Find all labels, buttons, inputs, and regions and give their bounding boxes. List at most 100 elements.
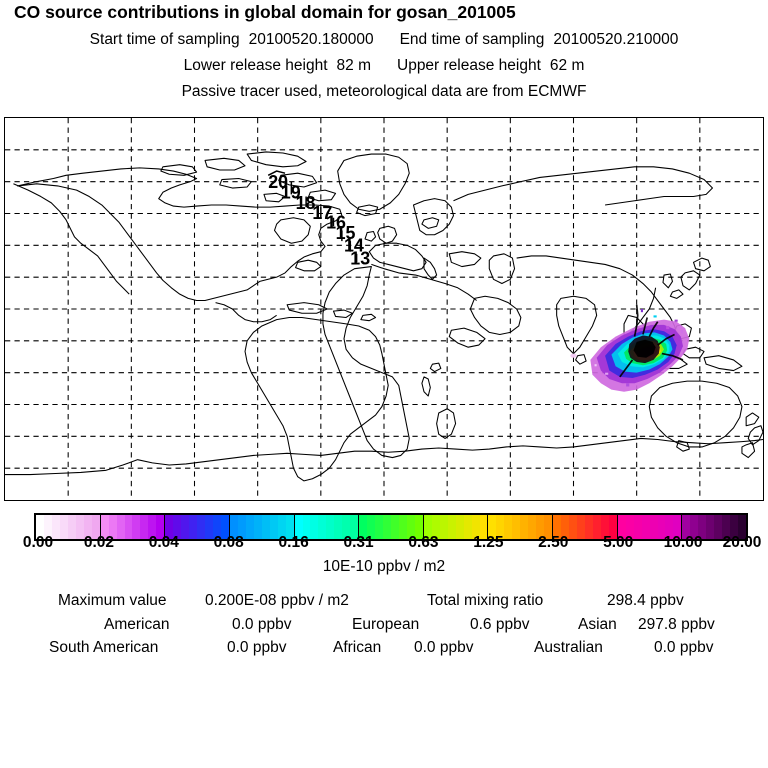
colorbar-band xyxy=(439,515,448,539)
coast-korea xyxy=(662,273,673,289)
coast-great-lakes xyxy=(295,259,322,272)
colorbar-band xyxy=(447,515,456,539)
colorbar-band xyxy=(641,515,650,539)
colorbar-band xyxy=(528,515,537,539)
colorbar-band xyxy=(584,515,593,539)
colorbar-band xyxy=(706,515,715,539)
end-time-label: End time of sampling xyxy=(399,31,545,48)
colorbar-tick-11: 20.00 xyxy=(722,534,762,551)
colorbar-band xyxy=(383,515,392,539)
colorbar-band xyxy=(156,515,165,539)
colorbar-band xyxy=(471,515,480,539)
region-value-australian: 0.0 ppbv xyxy=(654,639,714,656)
colorbar-band xyxy=(302,515,311,539)
stat-row: Maximum value 0.200E-08 ppbv / m2 Total … xyxy=(0,592,768,614)
colorbar-band xyxy=(91,515,100,539)
coast-alaska-westcoast xyxy=(13,183,130,295)
coast-honshu xyxy=(680,270,701,291)
colorbar-band xyxy=(205,515,213,539)
colorbar-band xyxy=(496,515,505,539)
region-label-asian: Asian xyxy=(578,616,617,633)
colorbar-band xyxy=(116,515,125,539)
colorbar-band xyxy=(665,515,674,539)
trajectory-label-14: 14 xyxy=(344,236,364,256)
release-height-line: Lower release height 82 m Upper release he… xyxy=(0,57,768,75)
coast-new-zealand-north xyxy=(747,425,763,446)
colorbar-band xyxy=(455,515,464,539)
total-mixing-ratio-value: 298.4 ppbv xyxy=(607,592,684,609)
colorbar-tick-1: 0.02 xyxy=(83,534,114,551)
colorbar-band xyxy=(367,515,376,539)
colorbar-band xyxy=(561,515,570,539)
colorbar-band xyxy=(277,515,286,539)
colorbar-segment xyxy=(488,515,554,539)
colorbar-segment xyxy=(423,515,489,539)
colorbar-band xyxy=(75,515,84,539)
colorbar-tick-6: 0.63 xyxy=(408,534,439,551)
colorbar-band xyxy=(197,515,206,539)
colorbar-segment xyxy=(682,515,747,539)
region-value-african: 0.0 ppbv xyxy=(414,639,474,656)
coast-arctic-islands-7 xyxy=(263,192,286,203)
colorbar-tick-3: 0.08 xyxy=(213,534,244,551)
colorbar-band xyxy=(124,515,133,539)
colorbar-band xyxy=(318,515,327,539)
coast-greenland xyxy=(337,153,410,212)
coast-arctic-islands-6 xyxy=(307,189,337,202)
coast-south-america xyxy=(244,316,389,482)
coast-hispaniola xyxy=(332,309,353,319)
colorbar-band xyxy=(657,515,666,539)
colorbar-tick-labels: 0.00 0.02 0.04 0.08 0.16 0.31 0.63 1.25 2.50 5.00… xyxy=(0,534,768,556)
colorbar-band xyxy=(334,515,343,539)
colorbar-band xyxy=(544,515,553,539)
colorbar-band xyxy=(592,515,601,539)
colorbar-band xyxy=(83,515,92,539)
coast-lake-tanganyika xyxy=(421,376,431,397)
colorbar-band xyxy=(414,515,423,539)
colorbar-band xyxy=(569,515,577,539)
region-label-south-american: South American xyxy=(49,639,159,656)
colorbar-band xyxy=(673,515,682,539)
colorbar-band xyxy=(576,515,585,539)
colorbar-band xyxy=(714,515,723,539)
colorbar-band xyxy=(342,515,351,539)
colorbar-band xyxy=(536,515,545,539)
coast-cuba xyxy=(286,302,328,314)
coast-horn-of-africa xyxy=(448,327,486,348)
colorbar-band xyxy=(682,515,691,539)
coast-baltic xyxy=(421,217,440,229)
colorbar-band xyxy=(285,515,294,539)
colorbar-band xyxy=(132,515,141,539)
stat-row: South American 0.0 ppbv African 0.0 ppbv… xyxy=(0,639,768,661)
coast-north-africa-med xyxy=(371,263,477,301)
colorbar-band xyxy=(649,515,658,539)
region-label-african: African xyxy=(333,639,382,656)
region-value-european: 0.6 ppbv xyxy=(470,616,530,633)
coast-hokkaido xyxy=(692,257,711,272)
trajectory-label-13: 13 xyxy=(350,248,370,268)
coast-antarctica xyxy=(5,437,763,476)
region-value-asian: 297.8 ppbv xyxy=(638,616,715,633)
coast-arctic-islands-3 xyxy=(160,164,198,176)
plume-speckles xyxy=(594,309,683,387)
coast-black-sea xyxy=(448,251,482,268)
total-mixing-ratio-label: Total mixing ratio xyxy=(427,592,544,609)
coast-new-zealand-south xyxy=(741,442,756,459)
colorbar-band xyxy=(600,515,609,539)
coast-sri-lanka xyxy=(575,354,587,365)
colorbar-band xyxy=(245,515,254,539)
colorbar-band xyxy=(213,515,221,539)
colorbar-axis-label: 10E-10 ppbv / m2 xyxy=(322,558,446,575)
colorbar-band xyxy=(36,515,44,539)
colorbar-tick-5: 0.31 xyxy=(343,534,374,551)
colorbar-band xyxy=(520,515,529,539)
coast-north-america xyxy=(17,167,343,302)
colorbar-tick-7: 1.25 xyxy=(473,534,504,551)
world-map-panel: 20 19 18 17 16 15 14 13 xyxy=(4,117,764,501)
colorbar-band xyxy=(350,515,359,539)
coast-iberia-france xyxy=(368,242,427,272)
start-time-value: 20100520.180000 xyxy=(248,31,374,48)
trajectory-label-15: 15 xyxy=(336,223,356,243)
colorbar-band xyxy=(463,515,472,539)
coast-hudson-bay xyxy=(273,217,311,244)
